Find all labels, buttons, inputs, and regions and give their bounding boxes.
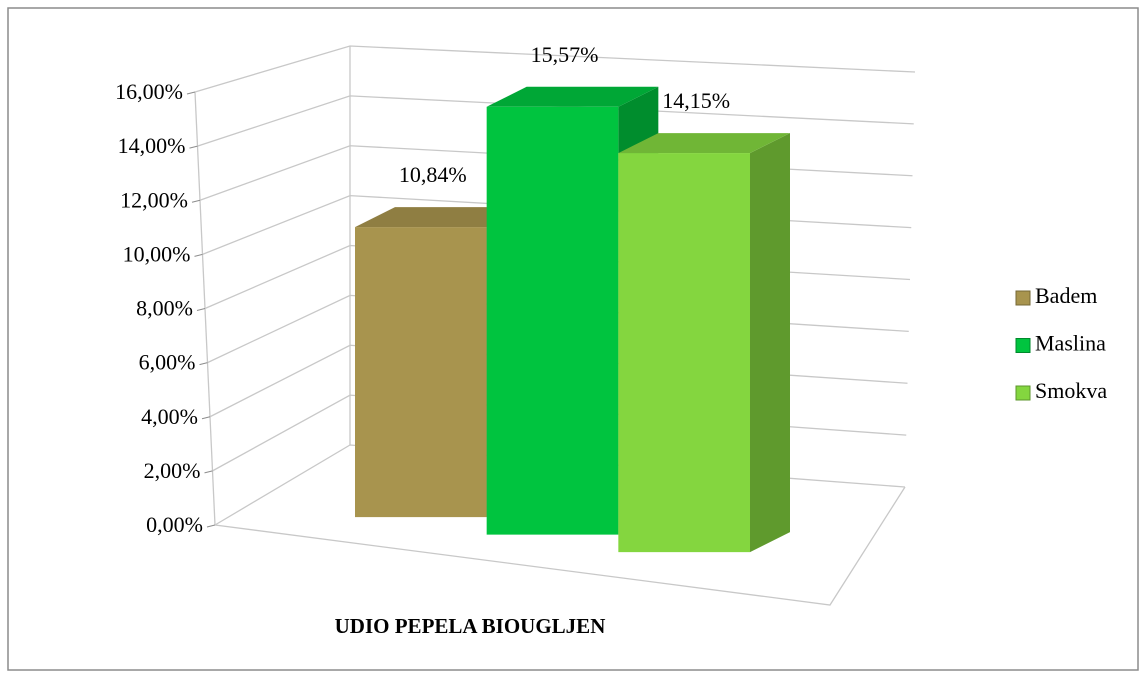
data-label: 15,57% — [531, 42, 599, 67]
y-tick-label: 12,00% — [120, 187, 188, 212]
y-tick-label: 10,00% — [123, 241, 191, 266]
x-axis-label: UDIO PEPELA BIOUGLJEN — [335, 614, 606, 638]
tick-mark — [194, 253, 203, 257]
tick-mark — [196, 308, 206, 311]
grid-line — [194, 45, 916, 93]
tick-mark — [201, 416, 211, 420]
floor — [214, 486, 906, 606]
bar — [618, 153, 750, 553]
bar-top — [618, 133, 790, 154]
bar — [486, 106, 619, 535]
bar-side — [750, 133, 790, 553]
grid-line — [197, 95, 914, 147]
bar — [355, 227, 487, 518]
y-tick-label: 16,00% — [115, 79, 183, 104]
tick-mark — [204, 470, 213, 474]
y-tick-label: 8,00% — [136, 296, 193, 321]
data-label: 14,15% — [662, 88, 730, 113]
y-tick-label: 0,00% — [146, 512, 203, 537]
tick-mark — [186, 91, 196, 95]
legend-swatch — [1015, 338, 1031, 353]
y-tick-label: 14,00% — [118, 133, 186, 158]
legend-swatch — [1015, 290, 1031, 306]
y-tick-label: 6,00% — [139, 350, 196, 375]
legend-swatch — [1015, 385, 1031, 401]
y-tick-label: 2,00% — [144, 458, 201, 483]
tick-mark — [206, 524, 216, 528]
bar-top — [355, 207, 527, 228]
legend-label: Smokva — [1035, 378, 1107, 403]
tick-mark — [189, 145, 198, 149]
bar-top — [486, 86, 659, 107]
data-label: 10,84% — [399, 162, 467, 187]
tick-mark — [199, 362, 208, 366]
legend-label: Maslina — [1035, 331, 1106, 356]
tick-mark — [191, 199, 201, 203]
y-tick-label: 4,00% — [141, 404, 198, 429]
legend-label: Badem — [1035, 283, 1097, 308]
